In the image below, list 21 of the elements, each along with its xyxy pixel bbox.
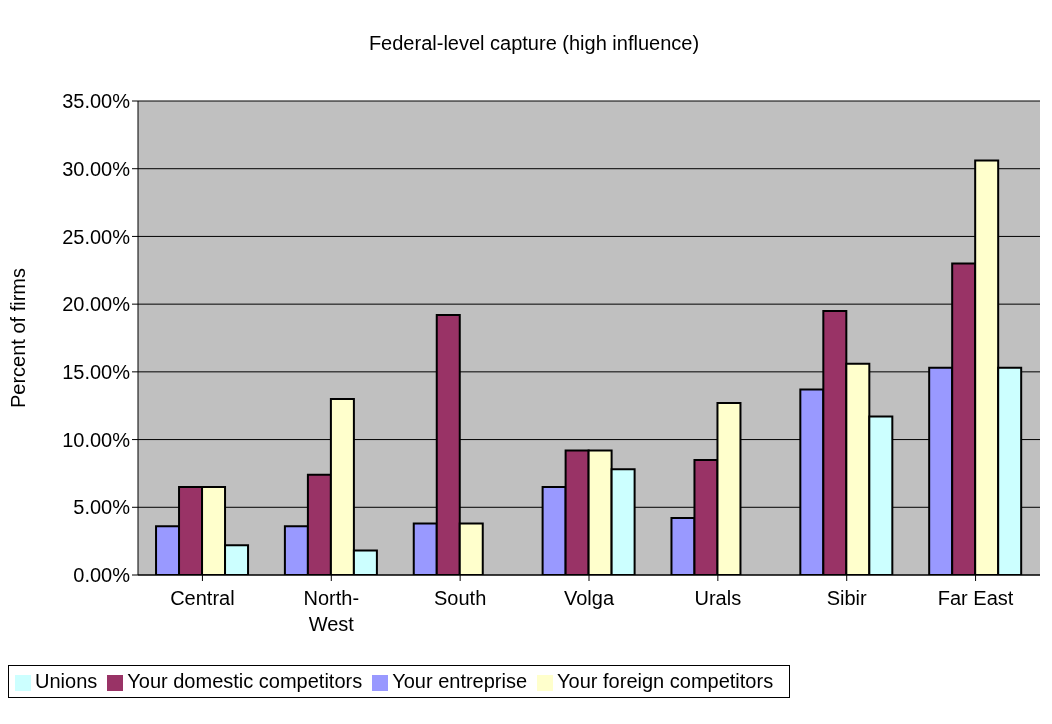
y-tick-label: 35.00% — [62, 90, 131, 113]
x-tick-label: Far East — [937, 587, 1014, 609]
x-tick-label: Volga — [563, 587, 615, 609]
x-tick-label: Sibir — [826, 587, 868, 609]
y-tick-label: 10.00% — [62, 428, 131, 451]
legend-label: Unions — [35, 670, 98, 692]
x-tick-label: Urals — [694, 587, 742, 609]
legend-label: Your entreprise — [392, 670, 528, 692]
y-tick-label: 25.00% — [62, 225, 131, 248]
legend-label: Your foreign competitors — [557, 670, 774, 692]
y-tick-label: 5.00% — [73, 496, 131, 519]
y-tick-label: 0.00% — [73, 564, 131, 587]
y-axis-title: Percent of firms — [7, 267, 30, 409]
chart-title: Federal-level capture (high influence) — [367, 32, 701, 55]
x-tick-label: North- West — [303, 587, 360, 635]
x-tick-label: Central — [170, 587, 235, 609]
x-tick-label: South — [434, 587, 487, 609]
y-tick-label: 15.00% — [62, 360, 131, 383]
y-tick-label: 30.00% — [62, 157, 131, 180]
legend-label: Your domestic competitors — [127, 670, 363, 692]
y-tick-label: 20.00% — [62, 293, 131, 316]
